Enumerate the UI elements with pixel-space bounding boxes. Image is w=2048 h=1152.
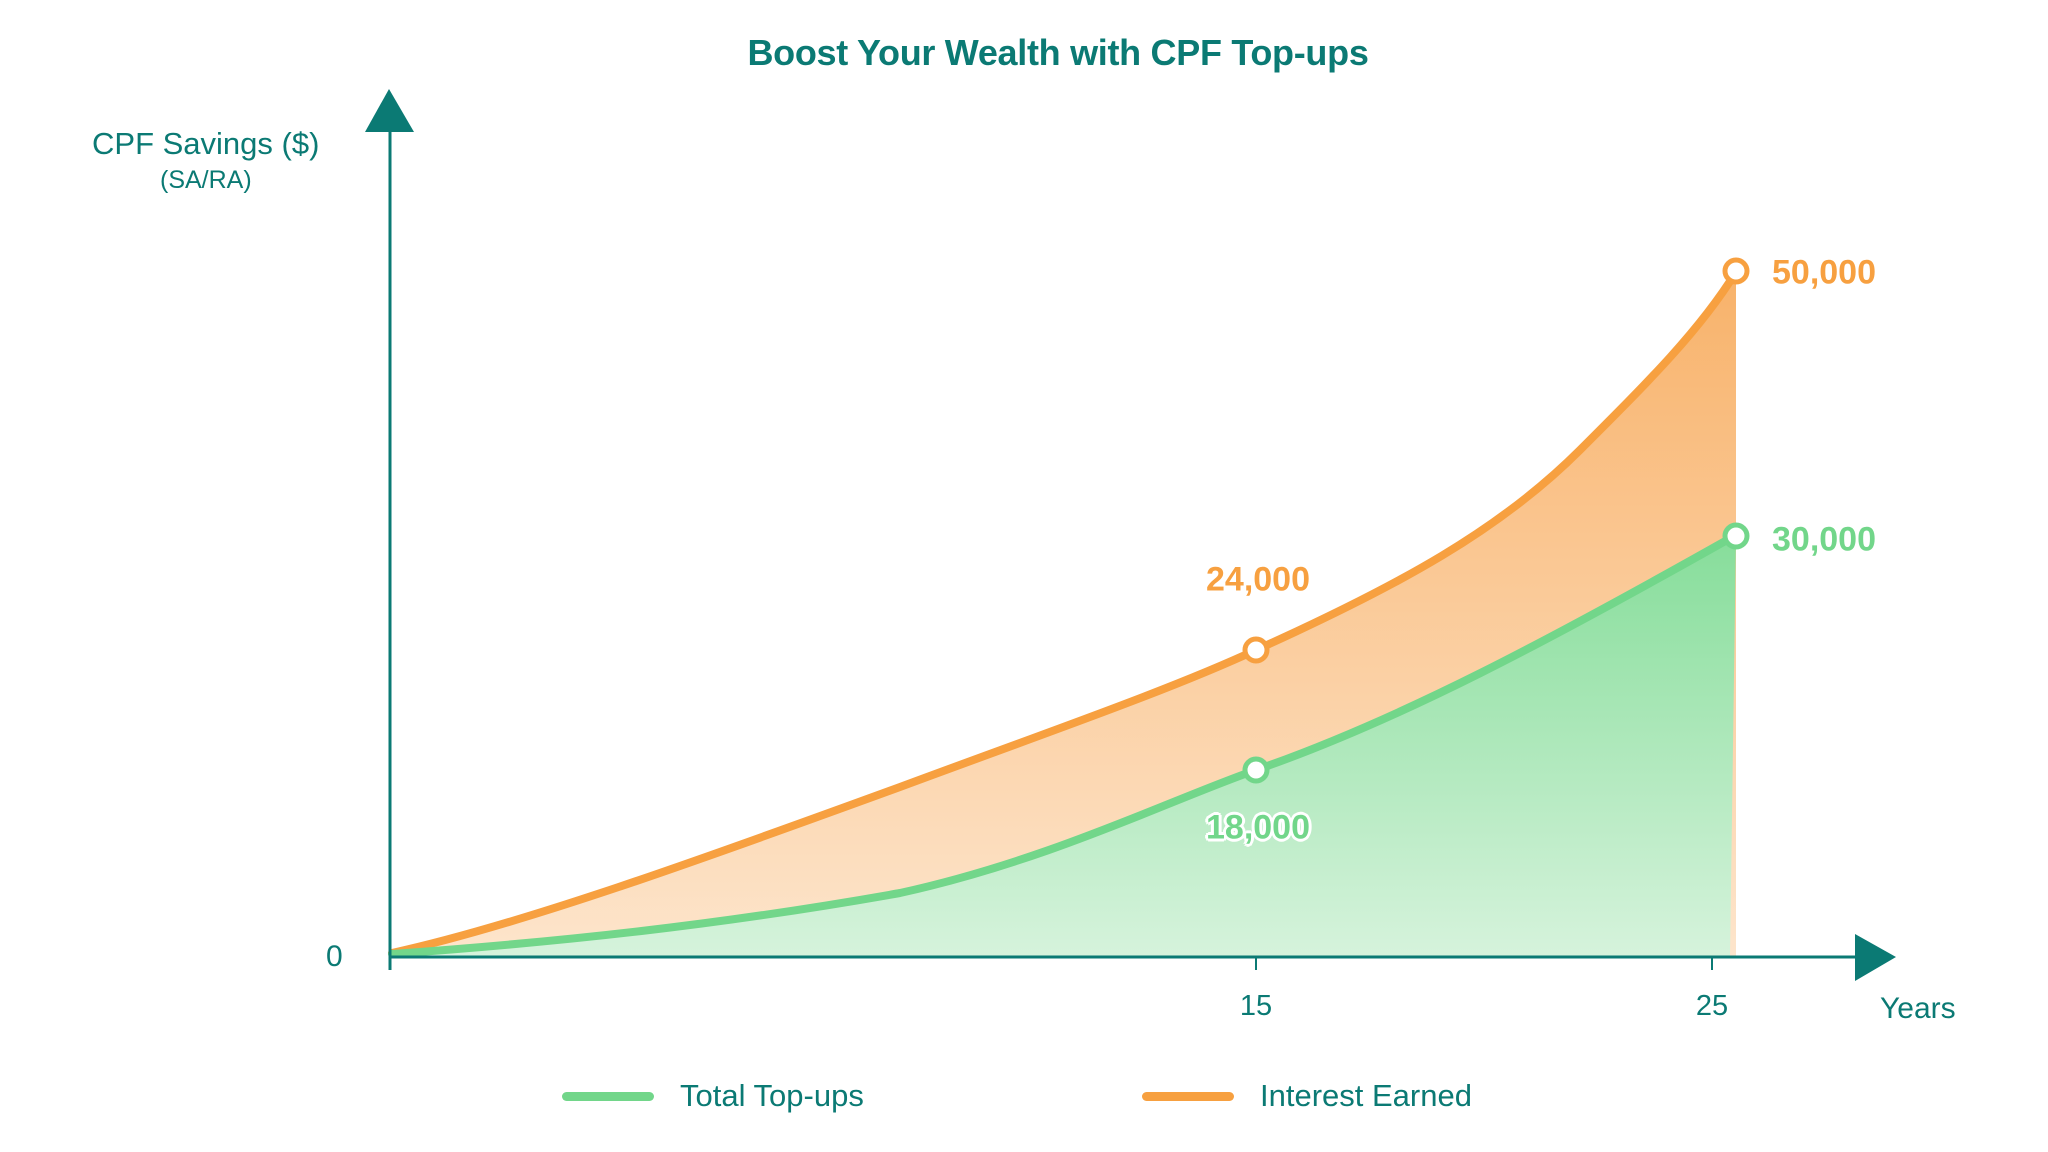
- arrow-up-icon: [365, 89, 414, 132]
- interest-marker-15[interactable]: [1242, 636, 1270, 664]
- interest-line: [388, 268, 1740, 957]
- legend-item-interest-earned[interactable]: Interest Earned: [1142, 1076, 1472, 1116]
- interest-label-15: 24,000: [1206, 560, 1310, 599]
- arrow-right-icon: [1855, 934, 1896, 981]
- x-axis-label: Years: [1880, 992, 1956, 1025]
- chart-title: Boost Your Wealth with CPF Top-ups: [747, 32, 1369, 73]
- x-tick-label-15: 15: [1239, 990, 1273, 1022]
- y-axis-zero-label: 0: [326, 940, 343, 973]
- interest-marker-25[interactable]: [1722, 257, 1750, 285]
- topups-label-25: 30,000: [1772, 520, 1876, 559]
- y-axis-sublabel: (SA/RA): [160, 166, 252, 194]
- legend-item-total-topups[interactable]: Total Top-ups: [562, 1076, 864, 1116]
- y-axis-label: CPF Savings ($): [92, 126, 320, 161]
- topups-label-15: 18,000: [1206, 808, 1310, 847]
- topups-line: [388, 531, 1740, 958]
- topups-area: [392, 535, 1736, 957]
- legend-label: Total Top-ups: [680, 1078, 864, 1113]
- interest-label-25: 50,000: [1772, 253, 1876, 292]
- legend-swatch-green: [562, 1091, 654, 1101]
- topups-marker-15[interactable]: [1242, 756, 1270, 784]
- topups-marker-25[interactable]: [1722, 522, 1750, 550]
- x-tick-label-25: 25: [1695, 990, 1729, 1022]
- legend-label: Interest Earned: [1260, 1078, 1472, 1113]
- legend-swatch-orange: [1142, 1091, 1234, 1101]
